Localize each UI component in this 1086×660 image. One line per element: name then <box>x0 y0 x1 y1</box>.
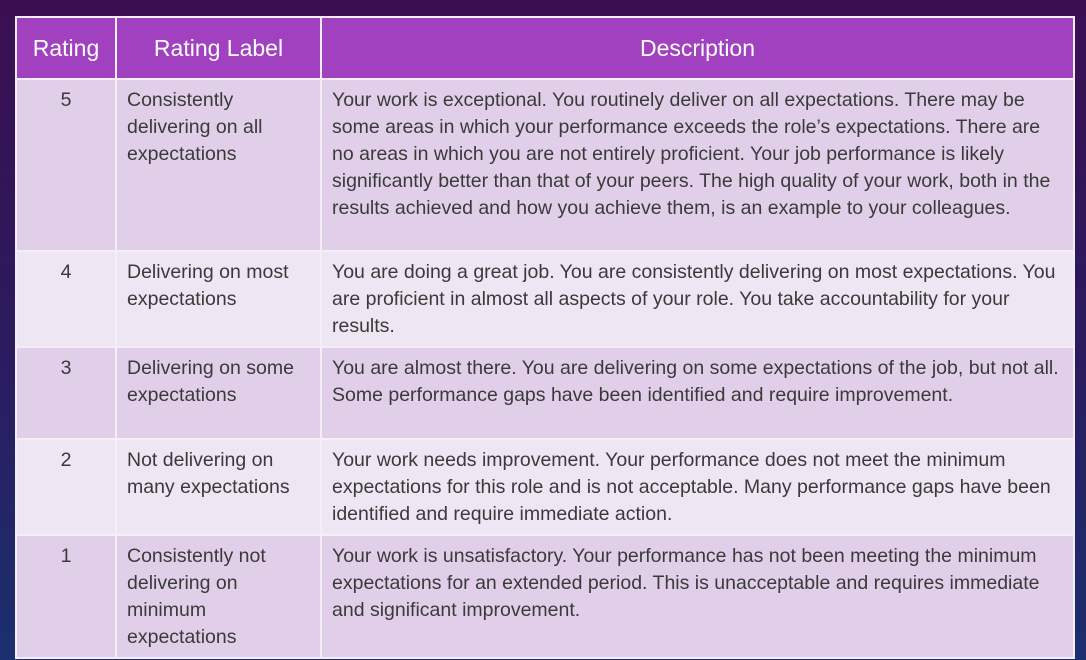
label-cell: Delivering on most expectations <box>115 250 322 348</box>
table-row: 1 Consistently not delivering on minimum… <box>15 534 1075 659</box>
header-description: Description <box>320 16 1075 80</box>
rating-table: Rating Rating Label Description 5 Consis… <box>15 16 1075 659</box>
rating-cell: 2 <box>15 438 117 536</box>
label-cell: Delivering on some expectations <box>115 346 322 440</box>
rating-cell: 5 <box>15 78 117 252</box>
label-cell: Not delivering on many expectations <box>115 438 322 536</box>
rating-cell: 1 <box>15 534 117 659</box>
label-cell: Consistently delivering on all expectati… <box>115 78 322 252</box>
description-cell: Your work is exceptional. You routinely … <box>320 78 1075 252</box>
table-row: 5 Consistently delivering on all expecta… <box>15 78 1075 252</box>
header-rating: Rating <box>15 16 117 80</box>
header-rating-label: Rating Label <box>115 16 322 80</box>
rating-cell: 3 <box>15 346 117 440</box>
label-cell: Consistently not delivering on minimum e… <box>115 534 322 659</box>
description-cell: You are almost there. You are delivering… <box>320 346 1075 440</box>
description-cell: Your work needs improvement. Your perfor… <box>320 438 1075 536</box>
description-cell: Your work is unsatisfactory. Your perfor… <box>320 534 1075 659</box>
table-row: 2 Not delivering on many expectations Yo… <box>15 438 1075 536</box>
header-row: Rating Rating Label Description <box>15 16 1075 80</box>
description-cell: You are doing a great job. You are consi… <box>320 250 1075 348</box>
table-row: 3 Delivering on some expectations You ar… <box>15 346 1075 440</box>
table-row: 4 Delivering on most expectations You ar… <box>15 250 1075 348</box>
rating-cell: 4 <box>15 250 117 348</box>
